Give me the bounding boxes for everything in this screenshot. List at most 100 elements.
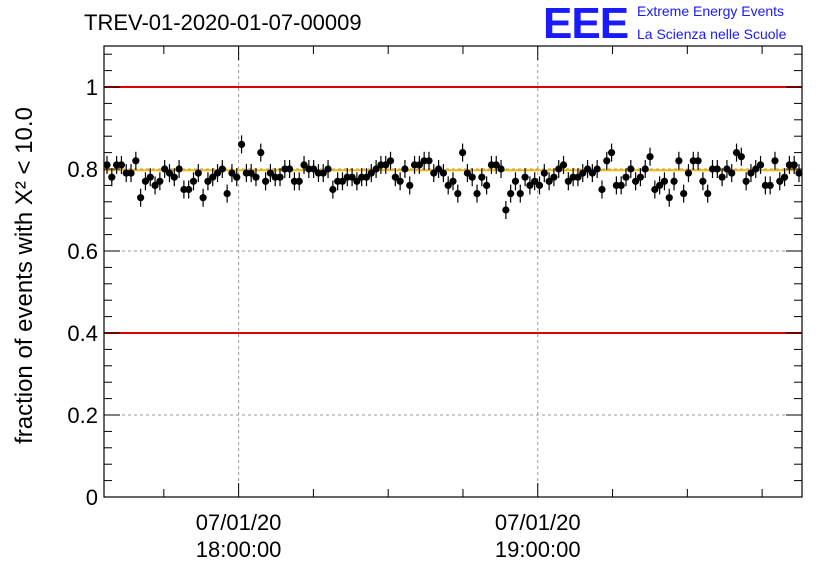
data-point [507,190,515,198]
data-point [622,173,630,181]
data-point [146,173,154,181]
data-point [704,190,712,198]
y-tick-label: 0.2 [67,403,98,428]
data-point [468,173,476,181]
data-point [108,173,116,181]
data-point [699,177,707,185]
data-point [324,165,332,173]
data-point [247,169,255,177]
data-point [694,157,702,165]
data-point [132,157,140,165]
data-point [732,149,741,157]
data-point [204,177,212,185]
data-point [175,165,183,173]
data-point [483,181,491,189]
data-point [266,169,274,177]
data-point [555,165,563,173]
data-point [574,173,582,181]
data-point [396,177,404,185]
data-point [137,194,145,202]
data-point [185,185,193,194]
data-point [502,206,510,214]
data-point [252,173,260,181]
data-point [636,173,645,181]
data-point [550,173,558,181]
data-point [463,169,472,177]
data-point [209,173,217,181]
data-point [103,161,111,169]
data-point [382,161,390,169]
data-point [406,181,414,189]
data-point [338,177,347,185]
eee-logo-mark: EEE [543,0,629,48]
data-point [728,169,736,177]
data-point [165,169,174,177]
data-point [516,190,524,198]
logo-line-1: Extreme Energy Events [637,3,785,19]
data-point [367,169,375,177]
data-point [117,161,126,169]
data-point [223,190,231,198]
data-point [194,169,202,177]
data-point [459,149,467,157]
data-point [497,165,505,173]
data-point [559,161,568,169]
data-point [449,177,457,185]
y-tick-label: 0.8 [67,157,98,182]
data-point [747,169,755,177]
data-point [742,177,750,185]
y-tick-label: 0 [86,485,98,510]
chart-title: TREV-01-2020-01-07-00009 [84,10,362,35]
data-point [646,153,654,161]
data-point [670,177,678,185]
data-point [237,140,246,148]
data-point [766,181,774,189]
data-point [593,165,601,173]
data-point [535,181,544,189]
data-point [492,161,500,169]
data-point [439,169,447,177]
data-point [127,169,135,177]
data-point [353,177,361,185]
data-point [752,165,760,173]
data-point [771,157,779,165]
data-point [680,190,688,198]
data-point [218,165,226,173]
data-point [603,157,611,165]
data-point [684,169,693,177]
data-point [776,177,784,185]
data-point [362,173,371,181]
data-point [632,177,640,185]
data-point [790,161,798,169]
data-point [161,165,169,173]
data-point [141,177,150,185]
data-point [257,149,265,157]
data-point [401,165,409,173]
data-point [521,173,529,181]
x-tick-label-time: 18:00:00 [196,537,282,562]
data-point [564,177,572,185]
data-point [295,177,303,185]
y-tick-label: 0.4 [67,321,98,346]
data-point [213,169,222,177]
data-point [151,181,159,189]
data-point [319,169,327,177]
data-point [473,190,481,198]
data-point [199,194,207,202]
data-point [627,165,635,173]
data-point [189,177,198,185]
x-tick-label-date: 07/01/20 [495,510,581,535]
data-point [660,177,669,185]
data-point [531,177,539,185]
data-point [641,165,649,173]
data-point [617,181,625,189]
y-tick-label: 0.6 [67,239,98,264]
data-point [386,157,395,165]
data-point [228,169,236,177]
logo-line-2: La Scienza nelle Scuole [637,26,787,42]
data-point [795,169,803,177]
data-point [598,185,606,194]
data-point [310,165,318,173]
y-tick-label: 1 [86,75,98,100]
